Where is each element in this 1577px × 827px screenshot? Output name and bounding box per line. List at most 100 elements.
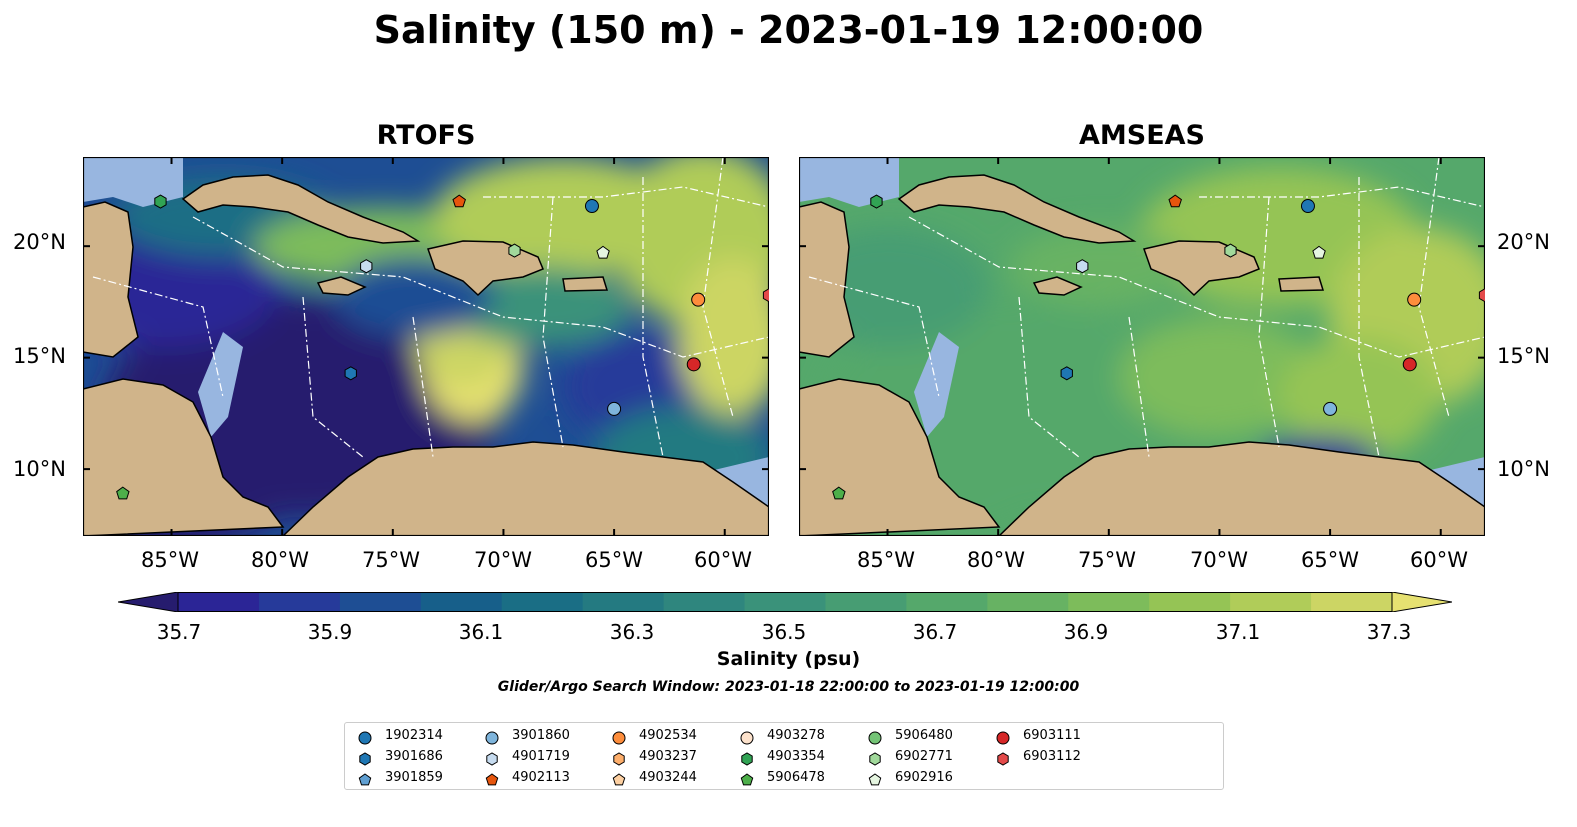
float-marker-6903112 (1478, 288, 1485, 303)
hexagon-marker-icon (359, 752, 371, 766)
pentagon-marker-icon (358, 773, 372, 786)
legend-label: 6903111 (1023, 728, 1081, 743)
colorbar-extend-high (1391, 592, 1452, 612)
lat-tick-label-left: 15°N (13, 344, 66, 368)
float-marker-4903354 (870, 194, 883, 209)
circle-marker-icon (996, 731, 1010, 745)
hexagon-marker-icon (741, 752, 753, 766)
colorbar-segment (339, 592, 422, 612)
legend-label: 4903278 (767, 728, 825, 743)
land-cuba (897, 174, 1137, 244)
colorbar-tick-label: 35.7 (156, 620, 202, 644)
colorbar-tick-label: 37.1 (1215, 620, 1261, 644)
figure-title: Salinity (150 m) - 2023-01-19 12:00:00 (373, 8, 1204, 52)
land-jamaica (316, 276, 367, 296)
colorbar-extend-low (118, 592, 179, 612)
colorbar-segment (744, 592, 827, 612)
pentagon-marker-icon (740, 773, 754, 786)
colorbar-segment (1068, 592, 1150, 612)
salinity-blob (1279, 337, 1439, 457)
float-marker-6903111 (1402, 357, 1417, 372)
colorbar-segment (1230, 592, 1312, 612)
circle-marker-icon (612, 731, 626, 745)
shallow-water (799, 157, 899, 207)
lat-tick-label-right: 20°N (1497, 230, 1550, 254)
lon-tick-label: 70°W (474, 548, 532, 572)
legend-label: 6903112 (1023, 749, 1081, 764)
colorbar-segment (663, 592, 746, 612)
float-marker-6902771 (508, 243, 521, 258)
legend-label: 5906478 (767, 770, 825, 785)
eez-boundary (1199, 186, 1485, 208)
circle-marker-icon (868, 731, 882, 745)
lon-tick-label: 70°W (1190, 548, 1248, 572)
land-puertorico (562, 276, 609, 292)
float-marker-3901860 (1323, 401, 1338, 416)
land-yucatan (83, 201, 139, 358)
float-marker-4902534 (1407, 292, 1422, 307)
colorbar-tick-label: 35.9 (307, 620, 353, 644)
float-marker-4901719 (1076, 259, 1089, 274)
pentagon-marker-icon (868, 773, 882, 786)
colorbar-title: Salinity (psu) (716, 648, 861, 670)
pentagon-marker-icon (485, 773, 499, 786)
lon-tick-label: 80°W (251, 548, 309, 572)
rtofs-salinity-map (83, 157, 769, 536)
lat-tick-label-left: 20°N (13, 230, 66, 254)
salinity-colorbar (118, 592, 1452, 612)
eez-boundary (1018, 296, 1080, 458)
float-legend: 1902314 3901686 3901859 3901860 4901719 49021… (344, 722, 1224, 790)
land-southam (281, 441, 769, 536)
land-centralam (799, 378, 1001, 536)
land-southam (997, 441, 1485, 536)
eez-boundary (1418, 157, 1450, 418)
hexagon-marker-icon (613, 752, 625, 766)
colorbar-tick-label: 36.9 (1063, 620, 1109, 644)
eez-boundary (92, 276, 224, 398)
panel-title-amseas: AMSEAS (1079, 120, 1205, 151)
eez-boundary (642, 177, 664, 458)
legend-label: 6902771 (895, 749, 953, 764)
colorbar-segment (501, 592, 584, 612)
legend-label: 3901686 (385, 749, 443, 764)
float-marker-6902771 (1224, 243, 1237, 258)
land-jamaica (1032, 276, 1083, 296)
colorbar-segment (178, 592, 260, 612)
legend-label: 4903354 (767, 749, 825, 764)
legend-label: 3901860 (512, 728, 570, 743)
hexagon-marker-icon (486, 752, 498, 766)
shallow-water (83, 157, 183, 207)
land-yucatan (799, 201, 855, 358)
float-marker-3901686 (1060, 366, 1073, 381)
colorbar-frame (177, 592, 1393, 612)
float-marker-4902113 (1168, 194, 1182, 208)
lat-tick-label-right: 10°N (1497, 457, 1550, 481)
eez-boundary (808, 276, 940, 398)
float-marker-4902534 (691, 292, 706, 307)
lon-tick-label: 60°W (1410, 548, 1468, 572)
float-marker-1902314 (584, 199, 599, 214)
lon-tick-label: 85°W (141, 548, 199, 572)
map-frame (799, 157, 1485, 536)
float-marker-1902314 (1300, 199, 1315, 214)
lon-tick-label: 75°W (1078, 548, 1136, 572)
float-marker-3901860 (607, 401, 622, 416)
land-puertorico (1278, 276, 1325, 292)
search-window-text: Glider/Argo Search Window: 2023-01-18 22… (497, 679, 1080, 695)
float-marker-4902113 (452, 194, 466, 208)
circle-marker-icon (740, 731, 754, 745)
pentagon-marker-icon (612, 773, 626, 786)
lon-tick-label: 75°W (362, 548, 420, 572)
float-marker-4901719 (360, 259, 373, 274)
lat-tick-label-left: 10°N (13, 457, 66, 481)
map-frame (83, 157, 769, 536)
lon-tick-label: 85°W (857, 548, 915, 572)
colorbar-segment (987, 592, 1069, 612)
colorbar-segment (258, 592, 341, 612)
hexagon-marker-icon (869, 752, 881, 766)
colorbar-segment (1311, 592, 1393, 612)
land-cuba (181, 174, 421, 244)
hexagon-marker-icon (997, 752, 1009, 766)
circle-marker-icon (358, 731, 372, 745)
legend-label: 3901859 (385, 770, 443, 785)
